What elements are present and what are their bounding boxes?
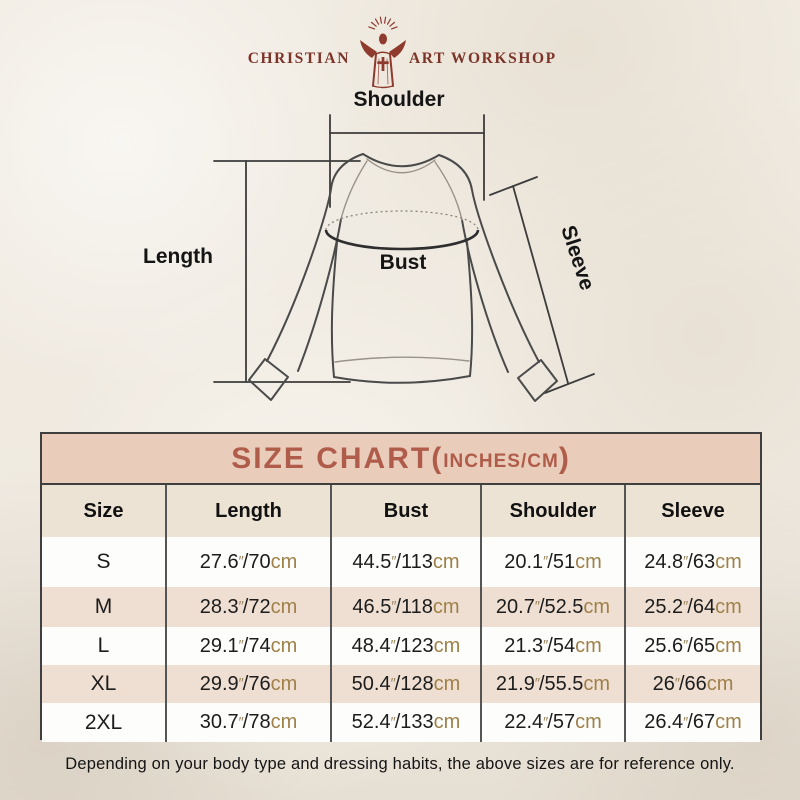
size-cell: L bbox=[97, 634, 110, 657]
size-row-M: M 28.3 ″/72 cm 46.5 ″/118 cm 20.7 ″/52.5 cm 25.2 ″ /… bbox=[42, 587, 760, 627]
sleeve-measure-cell: 26 ″/66 cm bbox=[624, 665, 760, 703]
length-measure-cell: 30.7 ″/78 cm bbox=[165, 703, 330, 742]
size-row-L: L 29.1 ″/74 cm 48.4 ″/123 cm 21.3 ″/54 cm 25.6 ″/65… bbox=[42, 627, 760, 665]
size-row-XL: XL 29.9 ″/76 cm 50.4 ″/128 cm 21.9 ″/55.5 cm 26 ″/6… bbox=[42, 665, 760, 703]
size-chart-body: S 27.6 ″/70 cm 44.5 ″/113 cm 20.1 ″/51 cm 24.8 ″/63… bbox=[42, 537, 760, 742]
diagram-label-shoulder: Shoulder bbox=[353, 88, 445, 111]
size-chart-title-close: ) bbox=[558, 441, 571, 475]
brand-name-left: CHRISTIAN bbox=[247, 50, 350, 67]
bust-measure-cell: 52.4 ″/133 cm bbox=[330, 703, 480, 742]
bust-measure-cell: 46.5 ″/118 cm bbox=[330, 587, 480, 627]
diagram-label-length: Length bbox=[143, 245, 213, 268]
length-measure-cell: 29.1 ″/74 cm bbox=[165, 627, 330, 665]
size-row-2XL: 2XL 30.7 ″/78 cm 52.4 ″/133 cm 22.4 ″/57 cm 26.4 ″ /… bbox=[42, 703, 760, 742]
shoulder-measure-cell: 21.3 ″/54 cm bbox=[480, 627, 624, 665]
length-measure-cell: 27.6 ″/70 cm bbox=[165, 537, 330, 587]
size-cell: S bbox=[96, 550, 111, 573]
column-header-bust: Bust bbox=[330, 485, 480, 537]
brand-name-right: ART WORKSHOP bbox=[409, 50, 557, 67]
sleeve-measure-cell: 25.2 ″/64 cm bbox=[624, 587, 760, 627]
diagram-label-bust: Bust bbox=[379, 251, 427, 274]
size-chart-header-row: Size Length Bust Shoulder Sleeve bbox=[42, 485, 760, 537]
column-header-shoulder: Shoulder bbox=[480, 485, 624, 537]
size-cell: XL bbox=[90, 672, 117, 695]
size-chart-title: SIZE CHART(INCHES/CM) bbox=[42, 434, 760, 485]
size-chart-title-units: INCHES/CM bbox=[443, 450, 559, 472]
bust-measure-cell: 44.5 ″/113 cm bbox=[330, 537, 480, 587]
reference-note: Depending on your body type and dressing… bbox=[65, 755, 735, 773]
length-measure-cell: 29.9 ″/76 cm bbox=[165, 665, 330, 703]
sleeve-measure-cell: 25.6 ″/65 cm bbox=[624, 627, 760, 665]
brand-logo: CHRISTIAN ART WORKSHOP bbox=[0, 0, 800, 95]
shoulder-measure-cell: 21.9 ″/55.5 cm bbox=[480, 665, 624, 703]
size-cell: 2XL bbox=[84, 710, 123, 734]
column-header-sleeve: Sleeve bbox=[624, 485, 760, 537]
size-chart-title-main: SIZE CHART( bbox=[231, 441, 444, 475]
bust-measure-cell: 50.4 ″/128 cm bbox=[330, 665, 480, 703]
size-cell: M bbox=[94, 595, 113, 618]
sleeve-measure-cell: 26.4 ″/67 cm bbox=[624, 703, 760, 742]
sleeve-measure-cell: 24.8 ″/63 cm bbox=[624, 537, 760, 587]
shoulder-measure-cell: 22.4 ″/57 cm bbox=[480, 703, 624, 742]
jesus-figure-icon bbox=[360, 16, 406, 89]
shoulder-measure-cell: 20.7 ″/52.5 cm bbox=[480, 587, 624, 627]
shoulder-measure-cell: 20.1 ″/51 cm bbox=[480, 537, 624, 587]
size-chart-table: SIZE CHART(INCHES/CM) Size Length Bust S… bbox=[40, 432, 762, 742]
column-header-size: Size bbox=[83, 499, 124, 522]
bust-measure-cell: 48.4 ″/123 cm bbox=[330, 627, 480, 665]
size-row-S: S 27.6 ″/70 cm 44.5 ″/113 cm 20.1 ″/51 cm 24.8 ″/63… bbox=[42, 537, 760, 587]
length-measure-cell: 28.3 ″/72 cm bbox=[165, 587, 330, 627]
column-header-length: Length bbox=[165, 485, 330, 537]
sweater-diagram bbox=[213, 114, 595, 402]
